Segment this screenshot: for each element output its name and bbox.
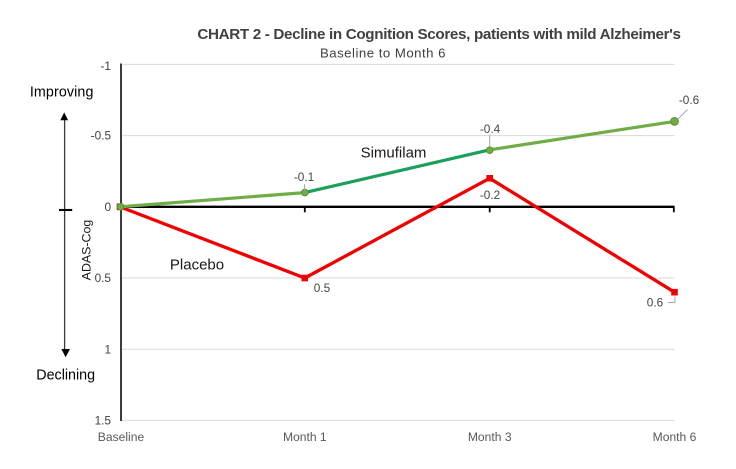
svg-text:Simufilam: Simufilam [361,145,427,162]
svg-text:Month 1: Month 1 [283,430,327,444]
svg-text:1: 1 [104,342,111,356]
svg-text:0.6: 0.6 [647,296,664,310]
svg-text:-0.5: -0.5 [91,129,112,143]
svg-text:-0.1: -0.1 [294,170,314,184]
svg-text:Month 3: Month 3 [468,430,512,444]
svg-text:0: 0 [104,200,111,214]
svg-text:-0.6: -0.6 [679,93,700,107]
svg-text:Month 6: Month 6 [653,430,697,444]
svg-text:-0.4: -0.4 [480,122,501,136]
svg-text:Placebo: Placebo [170,257,224,274]
svg-text:0.5: 0.5 [314,281,331,295]
svg-text:Improving: Improving [30,85,94,101]
svg-text:-0.2: -0.2 [480,188,500,202]
svg-text:Declining: Declining [36,368,95,384]
svg-text:1.5: 1.5 [95,414,112,428]
svg-text:-1: -1 [101,59,112,73]
svg-text:0.5: 0.5 [95,271,112,285]
svg-text:Baseline to Month 6: Baseline to Month 6 [320,46,446,61]
svg-text:Baseline: Baseline [98,430,145,444]
svg-text:ADAS-Cog: ADAS-Cog [80,220,94,281]
svg-text:CHART 2 - Decline in Cognition: CHART 2 - Decline in Cognition Scores, p… [197,26,680,43]
